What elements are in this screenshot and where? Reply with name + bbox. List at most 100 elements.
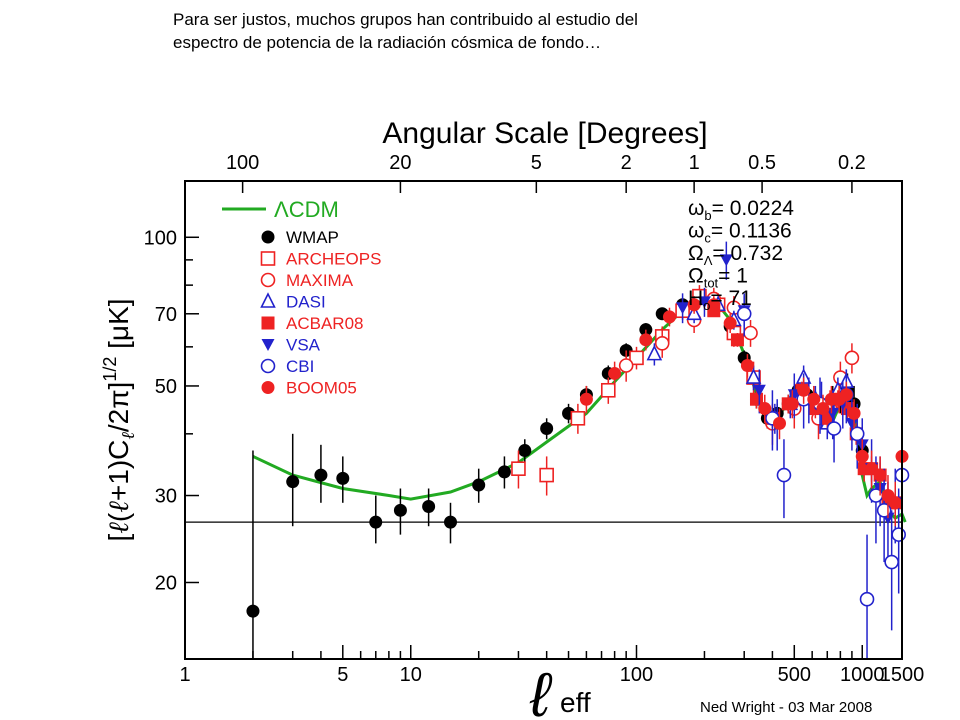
data-point bbox=[859, 591, 875, 607]
data-point bbox=[752, 384, 766, 397]
data-point bbox=[422, 500, 436, 514]
x-tick-label: 5 bbox=[337, 664, 348, 686]
data-point bbox=[336, 471, 350, 485]
data-point bbox=[776, 467, 792, 483]
legend-marker bbox=[260, 358, 276, 374]
parameter-row: ωc= 0.1136 bbox=[688, 220, 792, 246]
top-tick-label: 1 bbox=[689, 152, 700, 174]
data-point bbox=[743, 325, 758, 341]
parameter-row: Ωtot= 1 bbox=[688, 265, 748, 291]
data-point bbox=[314, 468, 328, 482]
data-point bbox=[654, 336, 670, 351]
data-point bbox=[740, 359, 754, 373]
data-point bbox=[849, 426, 865, 442]
y-tick-label: 20 bbox=[155, 572, 177, 594]
parameter-row: ΩΛ= 0.732 bbox=[688, 242, 783, 268]
legend-marker bbox=[260, 251, 276, 266]
legend-marker bbox=[261, 339, 275, 351]
caption-line-2: espectro de potencia de la radiación cós… bbox=[173, 33, 602, 52]
data-point bbox=[646, 344, 663, 361]
data-point bbox=[730, 333, 744, 347]
data-point bbox=[608, 366, 622, 380]
data-point bbox=[639, 333, 653, 347]
data-point bbox=[511, 461, 526, 476]
data-point bbox=[723, 316, 737, 330]
series-wmap bbox=[246, 292, 869, 659]
top-axis-title: Angular Scale [Degrees] bbox=[382, 117, 707, 150]
data-point bbox=[785, 397, 799, 411]
x-tick-label: 1000 bbox=[840, 664, 885, 686]
legend-label: VSA bbox=[286, 336, 321, 355]
data-point bbox=[246, 604, 260, 618]
top-tick-label: 0.2 bbox=[838, 152, 866, 174]
legend: ΛCDM WMAP ARCHEOPS MAXIMA DASI ACBAR08 VSA CBI B… bbox=[222, 197, 381, 398]
data-point bbox=[497, 465, 511, 479]
caption-line-1: Para ser justos, muchos grupos han contr… bbox=[173, 10, 638, 29]
data-point bbox=[676, 302, 690, 315]
data-point bbox=[844, 350, 860, 366]
top-tick-label: 5 bbox=[531, 152, 542, 174]
x-tick-label: 10 bbox=[400, 664, 422, 686]
data-point bbox=[539, 467, 554, 483]
legend-marker bbox=[260, 292, 276, 308]
top-tick-label: 20 bbox=[389, 152, 411, 174]
x-axis-label: ℓ eff bbox=[529, 661, 591, 720]
data-point bbox=[745, 368, 762, 384]
footer-credit: Ned Wright - 03 Mar 2008 bbox=[700, 699, 872, 716]
data-point bbox=[845, 417, 859, 430]
x-tick-label: 1500 bbox=[880, 664, 925, 686]
y-tick-label: 50 bbox=[155, 376, 177, 398]
data-point bbox=[600, 382, 616, 398]
data-point bbox=[286, 475, 300, 489]
data-point bbox=[884, 554, 899, 570]
top-tick-label: 100 bbox=[226, 152, 259, 174]
data-point bbox=[855, 449, 869, 463]
plot-frame bbox=[184, 180, 903, 660]
data-point bbox=[629, 350, 644, 366]
data-point bbox=[773, 416, 787, 430]
legend-label: ACBAR08 bbox=[286, 314, 363, 333]
data-point bbox=[697, 296, 711, 309]
legend-marker bbox=[261, 316, 275, 330]
data-point bbox=[707, 298, 721, 312]
y-axis-label-text: [ℓ(ℓ+1)Cℓ/2π]1/2 [μK] bbox=[100, 298, 139, 541]
series-boom05 bbox=[579, 296, 909, 527]
data-point bbox=[393, 503, 407, 517]
series-archeops bbox=[511, 285, 761, 496]
y-tick-label: 30 bbox=[155, 486, 177, 508]
data-point bbox=[816, 402, 830, 416]
data-point bbox=[518, 444, 532, 458]
data-point bbox=[687, 298, 701, 312]
x-axis-label-sub: eff bbox=[560, 687, 591, 718]
data-point bbox=[662, 310, 676, 324]
data-point bbox=[758, 402, 772, 416]
data-point bbox=[826, 407, 840, 420]
data-point bbox=[736, 306, 752, 322]
top-tick-label: 2 bbox=[621, 152, 632, 174]
legend-label: ARCHEOPS bbox=[286, 250, 381, 269]
data-point bbox=[826, 421, 842, 436]
data-points-group bbox=[246, 241, 910, 659]
data-point bbox=[888, 496, 902, 510]
top-tick-label: 0.5 bbox=[748, 152, 776, 174]
data-point bbox=[839, 388, 853, 402]
data-point bbox=[444, 515, 458, 529]
y-axis-label: [ℓ(ℓ+1)Cℓ/2π]1/2 [μK] bbox=[100, 298, 139, 541]
x-tick-label: 100 bbox=[620, 664, 653, 686]
slide-caption: Para ser justos, muchos grupos han contr… bbox=[173, 8, 813, 54]
legend-model-label: ΛCDM bbox=[274, 197, 339, 222]
data-point bbox=[472, 478, 486, 492]
data-point bbox=[873, 468, 887, 482]
legend-marker bbox=[260, 272, 276, 288]
x-axis-label-symbol: ℓ bbox=[529, 661, 553, 720]
data-point bbox=[579, 392, 593, 406]
data-point bbox=[540, 422, 554, 436]
x-tick-label: 1 bbox=[179, 664, 190, 686]
parameter-row: ωb= 0.0224 bbox=[688, 197, 794, 223]
data-point bbox=[847, 406, 861, 420]
y-tick-label: 100 bbox=[144, 227, 177, 249]
data-point bbox=[807, 392, 821, 406]
